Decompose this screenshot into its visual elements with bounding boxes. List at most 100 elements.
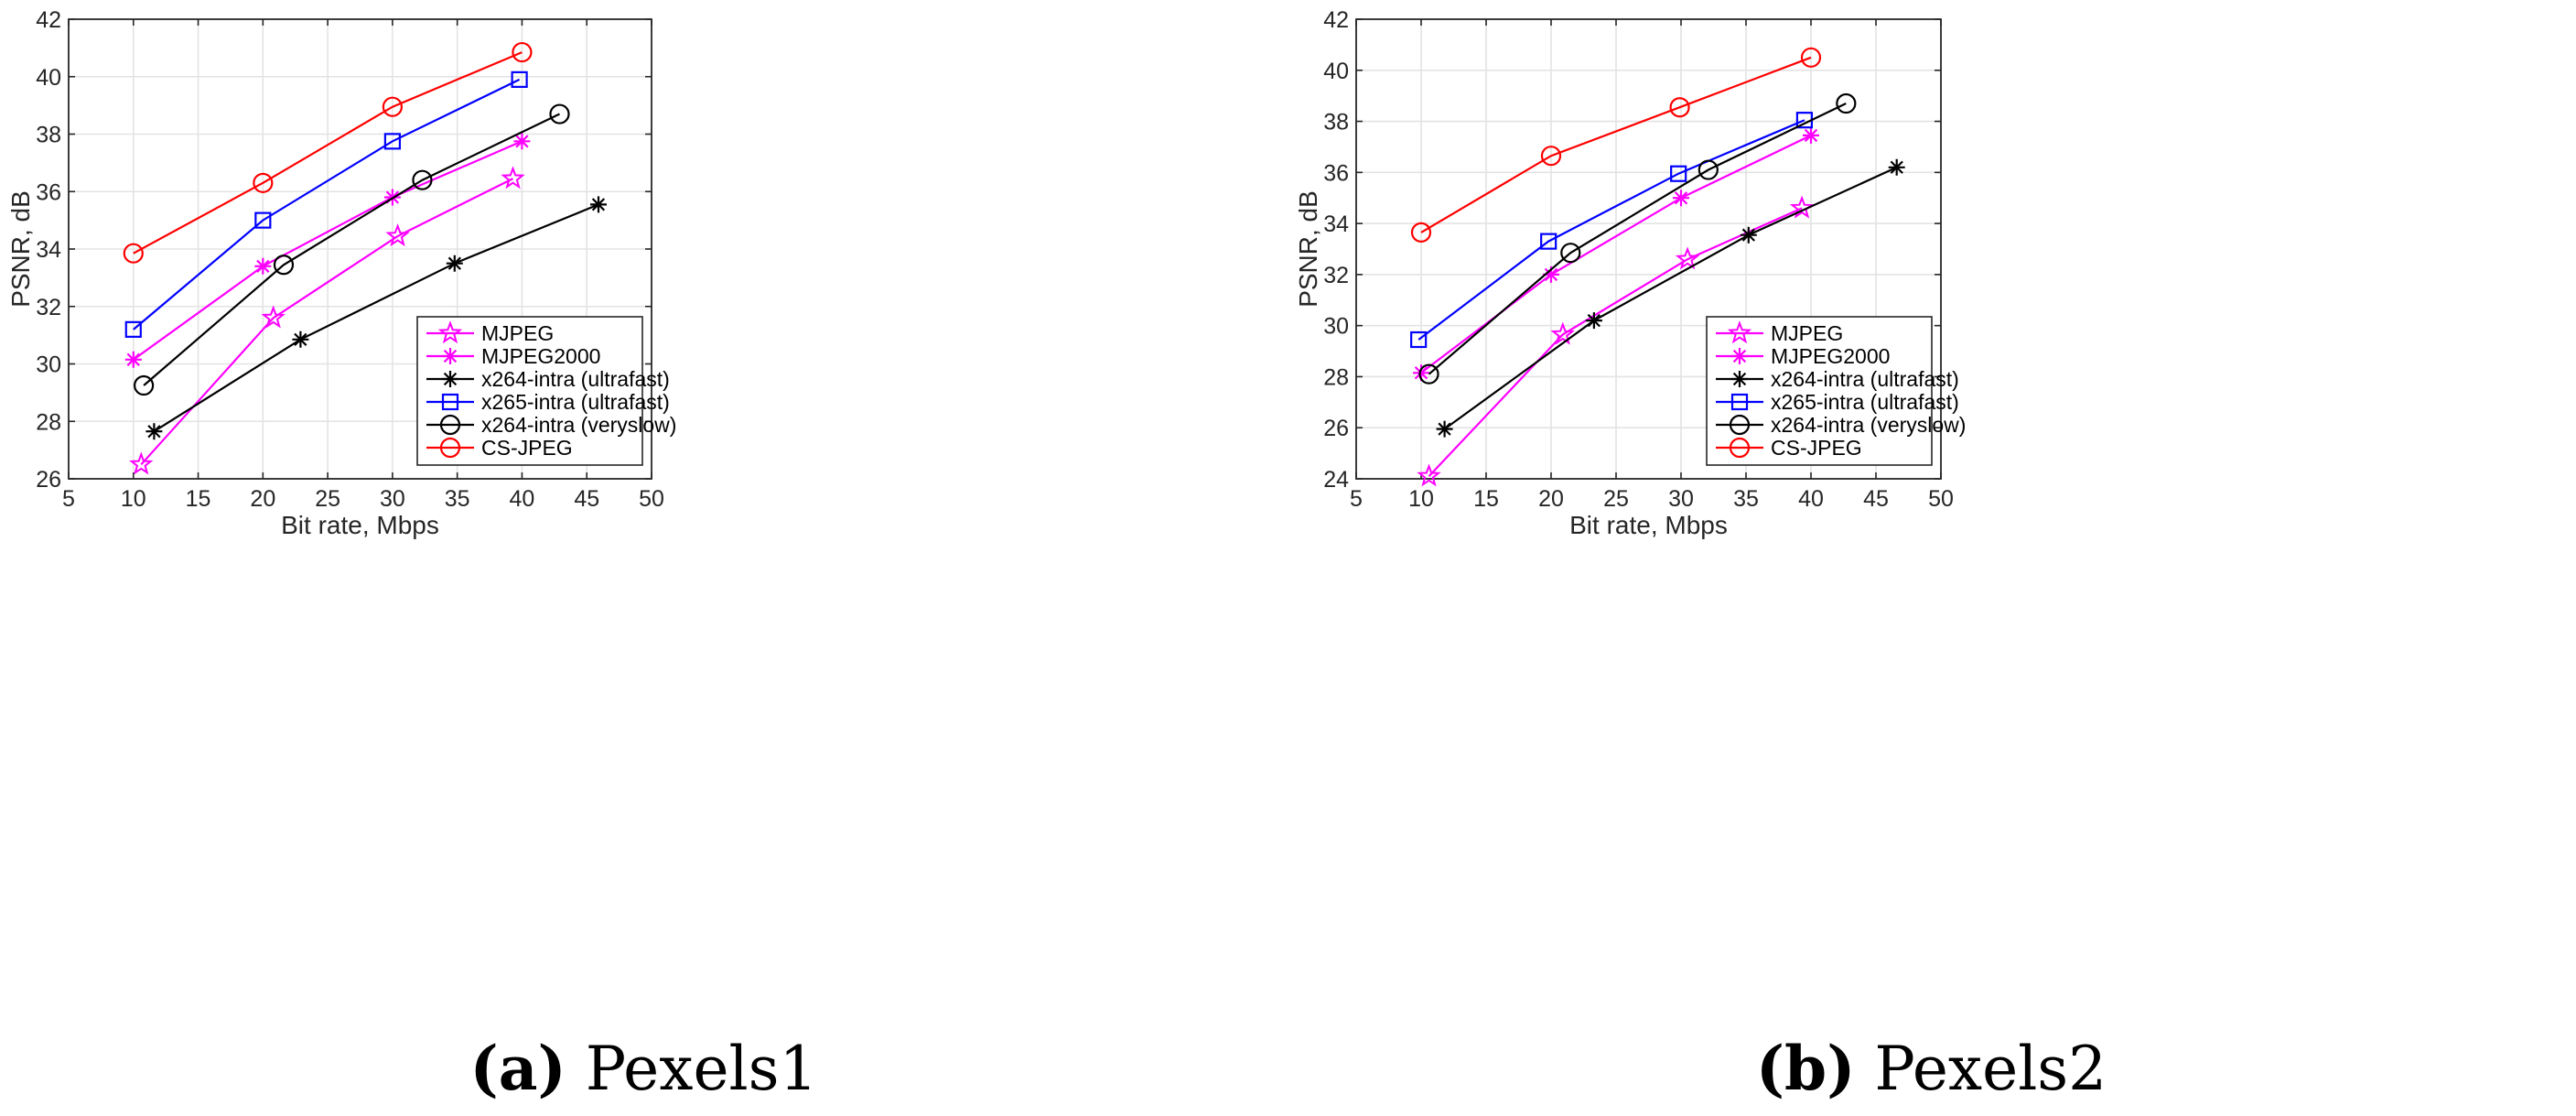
chart-b-data-point: [1543, 265, 1559, 283]
chart-panel-a: 5 10 15 20 25 30 35 40 45 50 26 28 30 32 34 36 38 40 42 Bit…: [6, 7, 817, 1104]
chart-b-data-point: [1540, 146, 1562, 167]
chart-a-legend-label: x264-intra (ultrafast): [481, 367, 670, 391]
chart-a-xtick-label: 25: [315, 486, 340, 512]
chart-b-legend-label: CS-JPEG: [1771, 436, 1862, 460]
chart-a-data-point: [261, 305, 286, 329]
chart-a-legend-marker: [437, 320, 463, 344]
chart-b-data-point: [1698, 159, 1719, 180]
chart-b-ytick-label: 42: [1323, 7, 1349, 33]
chart-a-data-point: [254, 211, 272, 229]
chart-a-series-line: [153, 203, 599, 433]
chart-a-legend-marker: [439, 414, 461, 436]
chart-a-series-4: [134, 103, 570, 396]
chart-b-ytick-label: 30: [1323, 314, 1349, 340]
chart-a-ylabel: PSNR, dB: [6, 190, 35, 308]
chart-b-series-line: [1428, 103, 1847, 375]
chart-a-data-point: [254, 257, 272, 275]
chart-b-data-point: [1803, 126, 1819, 144]
chart-a-data-point: [134, 374, 155, 396]
chart-b-series-line: [1420, 134, 1812, 374]
chart-a-data-point: [123, 243, 144, 264]
chart-a-legend-marker: [441, 393, 459, 411]
chart-a-data-point: [513, 133, 531, 150]
chart-b-data-point: [1410, 222, 1432, 243]
chart-a-ytick-label: 40: [36, 65, 61, 91]
chart-b-data-point: [1413, 364, 1429, 382]
chart-b-legend-label: MJPEG2000: [1771, 344, 1890, 368]
chart-a-data-point: [146, 423, 163, 440]
chart-a-ytick-label: 42: [36, 7, 61, 33]
chart-b-ytick-label: 28: [1323, 364, 1349, 390]
chart-b-ytick-label: 40: [1323, 59, 1349, 84]
chart-a-data-point: [501, 166, 525, 190]
chart-b-data-point: [1670, 165, 1687, 182]
chart-b-data-point: [1675, 246, 1700, 270]
chart-a-xtick-label: 20: [250, 486, 275, 512]
chart-b-series-line: [1420, 56, 1812, 233]
chart-b-legend-marker: [1729, 414, 1751, 436]
chart-b-ytick-label: 24: [1323, 467, 1349, 493]
chart-b-series-3: [1410, 112, 1814, 349]
chart-a-legend-marker: [439, 437, 461, 459]
chart-a-legend-label: x265-intra (ultrafast): [481, 390, 670, 414]
chart-a-series-2: [146, 196, 607, 440]
chart-a-series-line: [133, 140, 523, 361]
chart-a-grid: [69, 19, 652, 479]
chart-a-data-point: [273, 255, 295, 276]
chart-b-series-line: [1428, 207, 1803, 477]
chart-b-xtick-label: 35: [1733, 486, 1759, 512]
chart-b-ytick-label: 32: [1323, 263, 1349, 288]
chart-a-legend-label: MJPEG: [481, 321, 554, 345]
chart-b-series-line: [1443, 166, 1898, 430]
chart-b-data-point: [1800, 47, 1822, 68]
chart-b-legend-marker: [1730, 393, 1749, 411]
chart-b-ytick-label: 38: [1323, 110, 1349, 135]
chart-b-data-point: [1585, 312, 1602, 330]
chart-b-legend-label: x265-intra (ultrafast): [1771, 390, 1959, 414]
caption-a-tag: (a): [469, 1033, 566, 1104]
chart-b-legend-marker: [1731, 348, 1748, 364]
chart-a-plot: 5 10 15 20 25 30 35 40 45 50 26 28 30 32 34 36 38 40 42 Bit…: [6, 7, 676, 539]
chart-a-ytick-label: 36: [36, 179, 61, 205]
chart-a-data-point: [383, 133, 401, 150]
chart-b-xtick-label: 10: [1408, 486, 1434, 512]
chart-a-xtick-label: 50: [639, 486, 664, 512]
chart-a-ytick-label: 26: [36, 467, 61, 493]
chart-b-xtick-label: 20: [1538, 486, 1564, 512]
chart-b-xtick-label: 30: [1668, 486, 1694, 512]
chart-b-legend-label: x264-intra (veryslow): [1771, 413, 1966, 437]
chart-a-ytick-label: 30: [36, 352, 61, 378]
chart-a-data-point: [412, 169, 433, 190]
chart-a-legend-label: MJPEG2000: [481, 344, 600, 368]
chart-a-data-point: [512, 41, 533, 63]
chart-a-legend-marker: [442, 371, 458, 387]
chart-b-legend-marker: [1731, 371, 1748, 387]
chart-b-xtick-label: 5: [1350, 486, 1363, 512]
chart-b-axes-box: [1355, 18, 1942, 480]
chart-b-data-point: [1410, 330, 1428, 349]
chart-a-series-5: [123, 41, 533, 264]
chart-a-xtick-label: 30: [380, 486, 405, 512]
chart-a-xtick-label: 15: [186, 486, 211, 512]
chart-a-ticks: 5 10 15 20 25 30 35 40 45 50 26 28 30 32 34 36 38 40 42: [36, 7, 664, 512]
chart-b-data-point: [1673, 190, 1689, 207]
chart-b-ytick-label: 36: [1323, 160, 1349, 186]
chart-a-data-point: [511, 70, 528, 88]
chart-a-series-line: [143, 113, 560, 386]
chart-a-data-point: [253, 172, 274, 193]
chart-b-data-point: [1418, 363, 1439, 385]
chart-b-legend-label: x264-intra (ultrafast): [1771, 367, 1959, 391]
caption-b-text: Pexels2: [1874, 1034, 2107, 1104]
chart-a-series-line: [133, 78, 521, 330]
chart-b-legend-label: MJPEG: [1771, 321, 1843, 345]
chart-b-data-point: [1789, 195, 1815, 219]
chart-a-series-0: [129, 166, 525, 475]
chart-a-data-point: [124, 351, 142, 368]
chart-a-ytick-label: 32: [36, 295, 61, 320]
chart-b-data-point: [1417, 463, 1441, 487]
chart-b-ylabel: PSNR, dB: [1294, 190, 1322, 308]
chart-a-ytick-label: 38: [36, 123, 61, 148]
chart-b-data-point: [1836, 92, 1857, 114]
chart-a-series-line: [140, 178, 513, 466]
